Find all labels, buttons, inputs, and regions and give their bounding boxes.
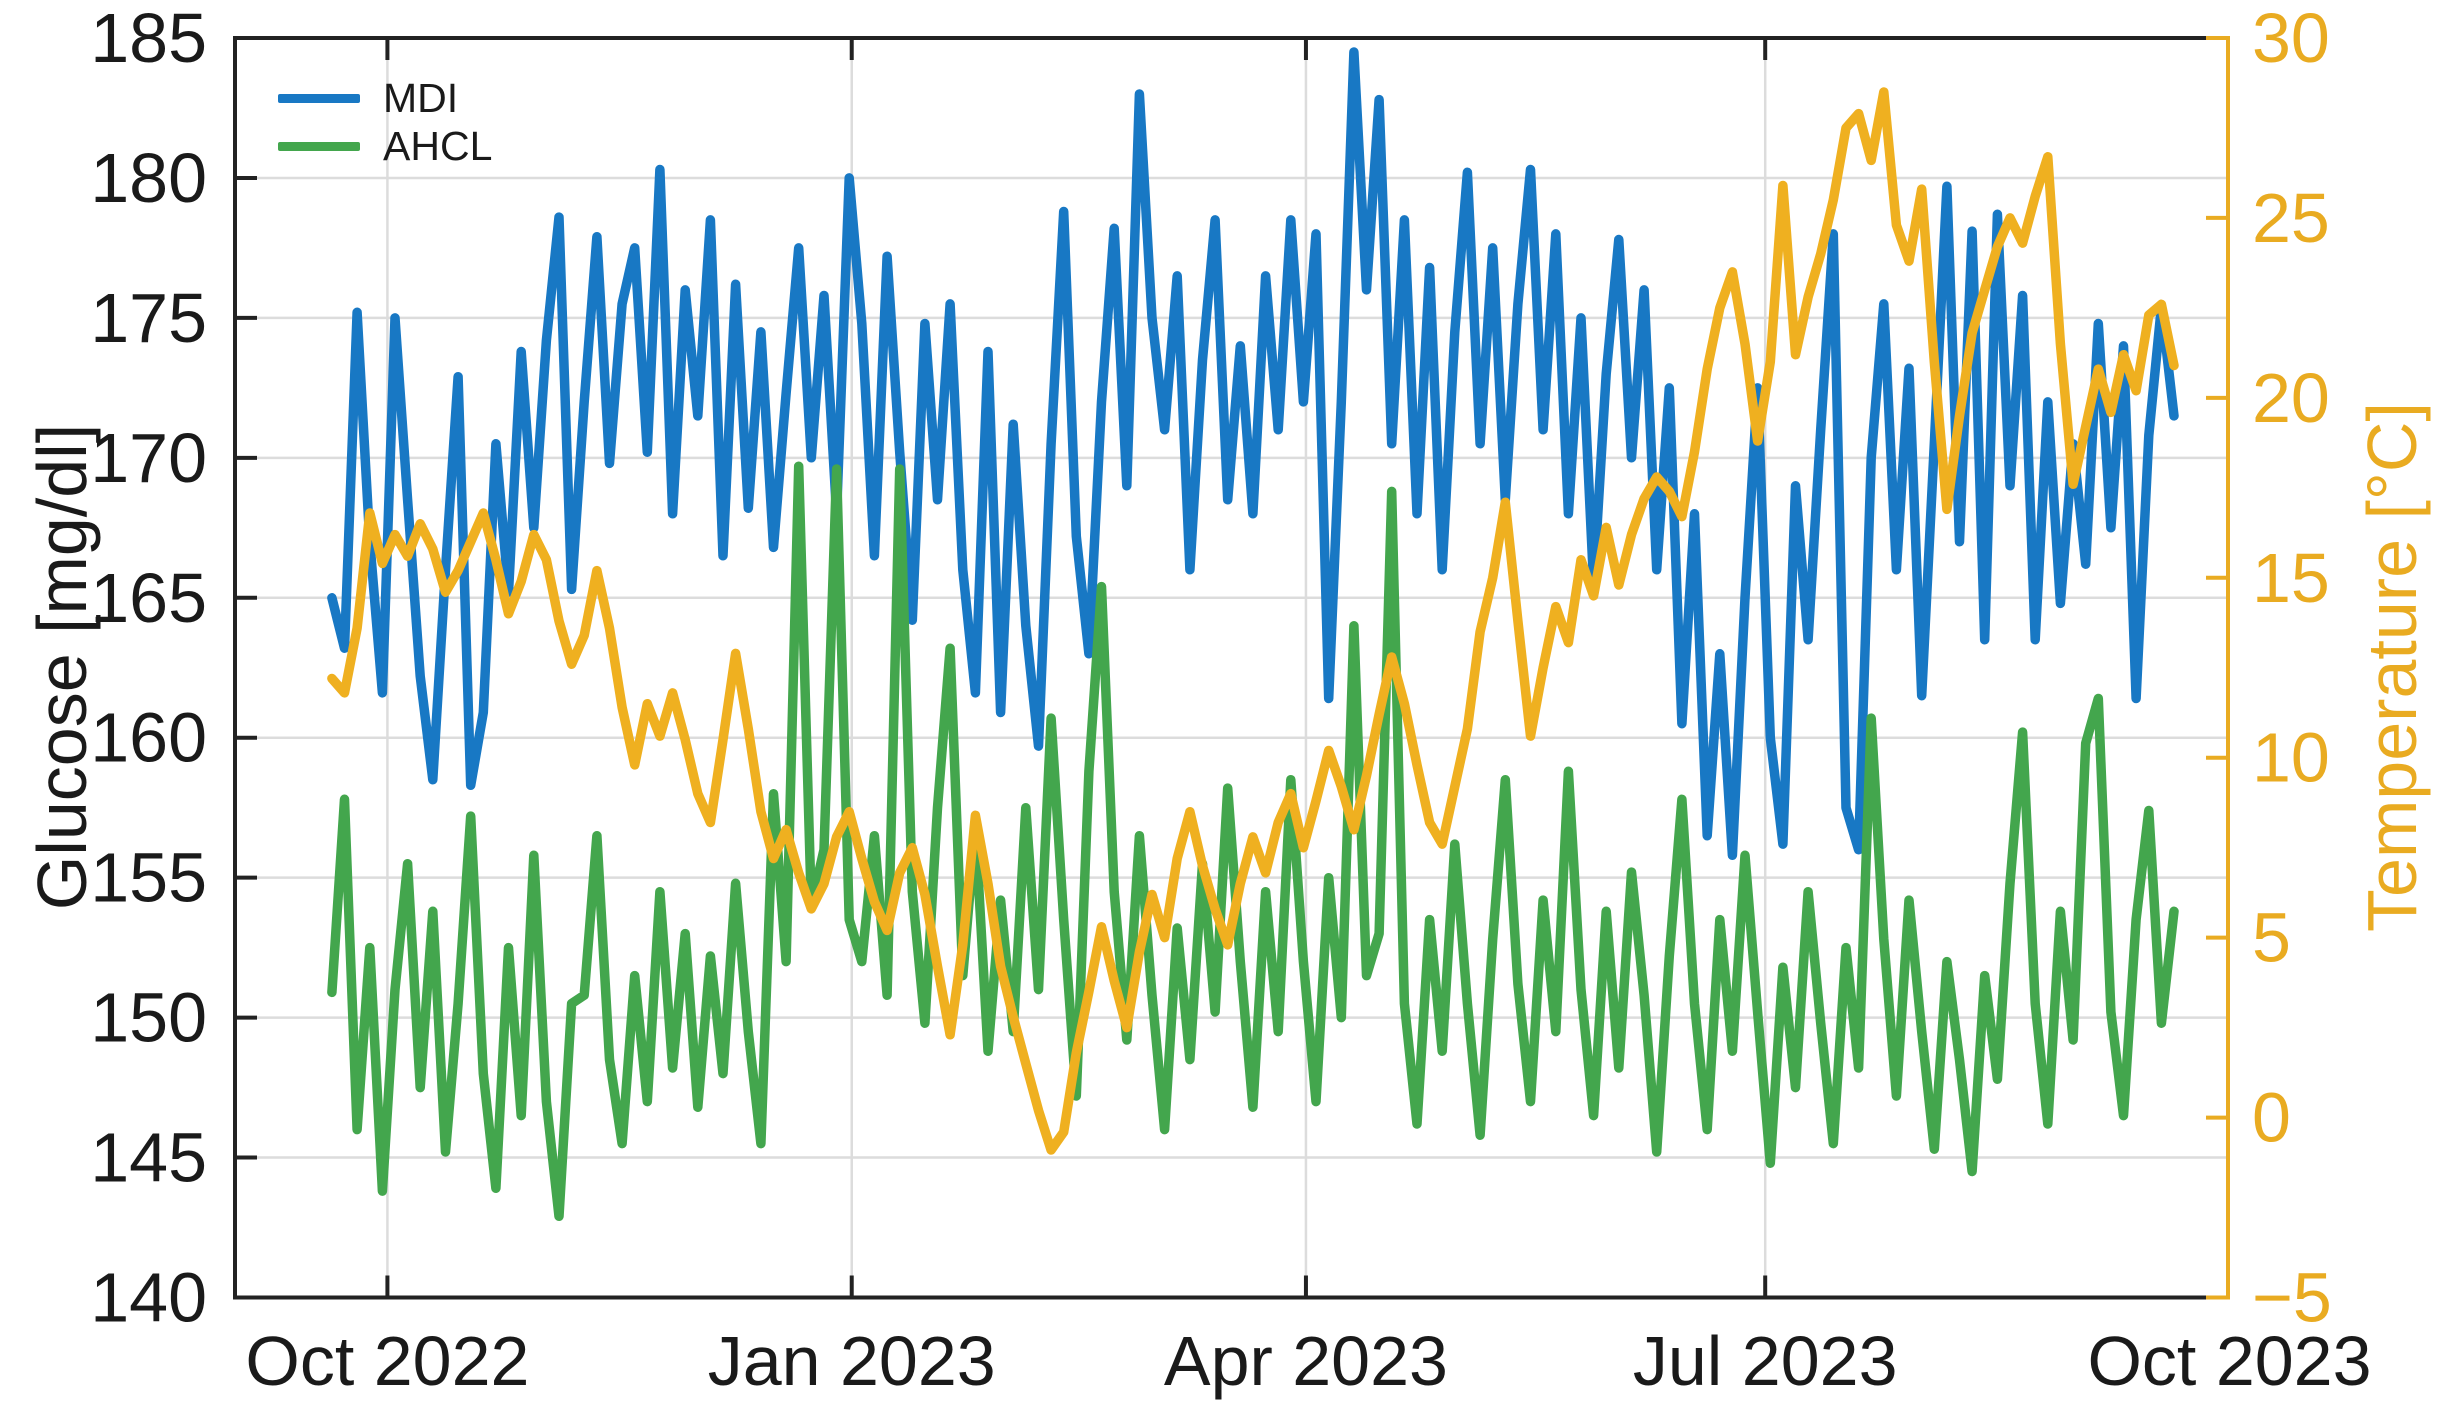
series-line-ahcl [327, 461, 2179, 1222]
x-tick-label: Jan 2023 [708, 1322, 996, 1400]
y-left-tick-label: 160 [90, 699, 207, 777]
y-right-tick-label: 5 [2252, 899, 2291, 977]
y-right-tick-label: 25 [2252, 179, 2330, 257]
legend-item-ahcl: AHCL [278, 124, 492, 168]
y-right-tick-label: 15 [2252, 539, 2330, 617]
y-axis-label-glucose: Glucose [mg/dl] [23, 423, 101, 911]
y-right-tick-label: −5 [2252, 1259, 2332, 1337]
y-right-tick-label: 30 [2252, 0, 2330, 77]
y-left-tick-label: 175 [90, 279, 207, 357]
y-right-tick-label: 20 [2252, 359, 2330, 437]
y-left-tick-label: 155 [90, 839, 207, 917]
ahcl-line-swatch [278, 141, 360, 151]
legend-item-mdi: MDI [278, 76, 492, 120]
y-left-tick-label: 145 [90, 1119, 207, 1197]
y-right-tick-label: 0 [2252, 1079, 2291, 1157]
y-left-tick-label: 140 [90, 1259, 207, 1337]
y-axis-label-temperature: Temperature [°C] [2353, 402, 2431, 932]
legend-label-ahcl: AHCL [383, 122, 493, 169]
y-left-tick-label: 150 [90, 979, 207, 1057]
series-line-temperature [327, 87, 2179, 1155]
y-left-tick-label: 185 [90, 0, 207, 77]
mdi-line-swatch [278, 93, 360, 103]
legend: MDI AHCL [278, 76, 492, 168]
y-left-tick-label: 170 [90, 419, 207, 497]
y-left-tick-label: 180 [90, 139, 207, 217]
y-left-tick-label: 165 [90, 559, 207, 637]
series-line-mdi [327, 47, 2179, 861]
legend-label-mdi: MDI [383, 74, 459, 121]
y-right-tick-label: 10 [2252, 719, 2330, 797]
x-tick-label: Jul 2023 [1633, 1322, 1898, 1400]
x-tick-label: Oct 2023 [2087, 1322, 2371, 1400]
x-tick-label: Oct 2022 [245, 1322, 529, 1400]
x-tick-label: Apr 2023 [1164, 1322, 1448, 1400]
